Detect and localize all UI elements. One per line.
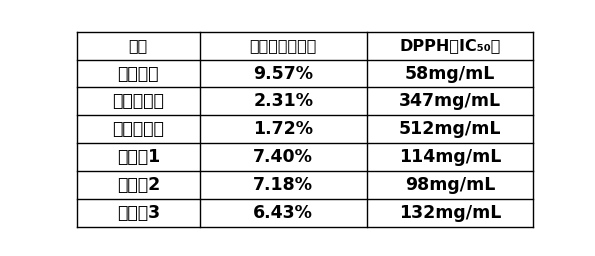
Text: 实施例1: 实施例1 — [117, 148, 160, 166]
Text: 硅藻土脱色: 硅藻土脱色 — [112, 120, 164, 138]
Text: 114mg/mL: 114mg/mL — [399, 148, 501, 166]
Text: 实施例2: 实施例2 — [117, 176, 160, 194]
Text: 7.40%: 7.40% — [253, 148, 313, 166]
Text: 7.18%: 7.18% — [253, 176, 313, 194]
Text: 活性炭脱色: 活性炭脱色 — [112, 92, 164, 110]
Text: 9.57%: 9.57% — [253, 65, 313, 82]
Text: 6.43%: 6.43% — [253, 204, 313, 222]
Text: 347mg/mL: 347mg/mL — [399, 92, 501, 110]
Text: 未经脱色: 未经脱色 — [118, 65, 159, 82]
Text: 132mg/mL: 132mg/mL — [399, 204, 501, 222]
Text: 2.31%: 2.31% — [253, 92, 313, 110]
Text: DPPH的IC₅₀值: DPPH的IC₅₀值 — [399, 38, 500, 53]
Text: 512mg/mL: 512mg/mL — [399, 120, 501, 138]
Text: 花生多糖提取率: 花生多糖提取率 — [249, 38, 317, 53]
Text: 实施例3: 实施例3 — [117, 204, 160, 222]
Text: 98mg/mL: 98mg/mL — [405, 176, 495, 194]
Text: 58mg/mL: 58mg/mL — [405, 65, 495, 82]
Text: 1.72%: 1.72% — [253, 120, 313, 138]
Text: 项目: 项目 — [129, 38, 148, 53]
